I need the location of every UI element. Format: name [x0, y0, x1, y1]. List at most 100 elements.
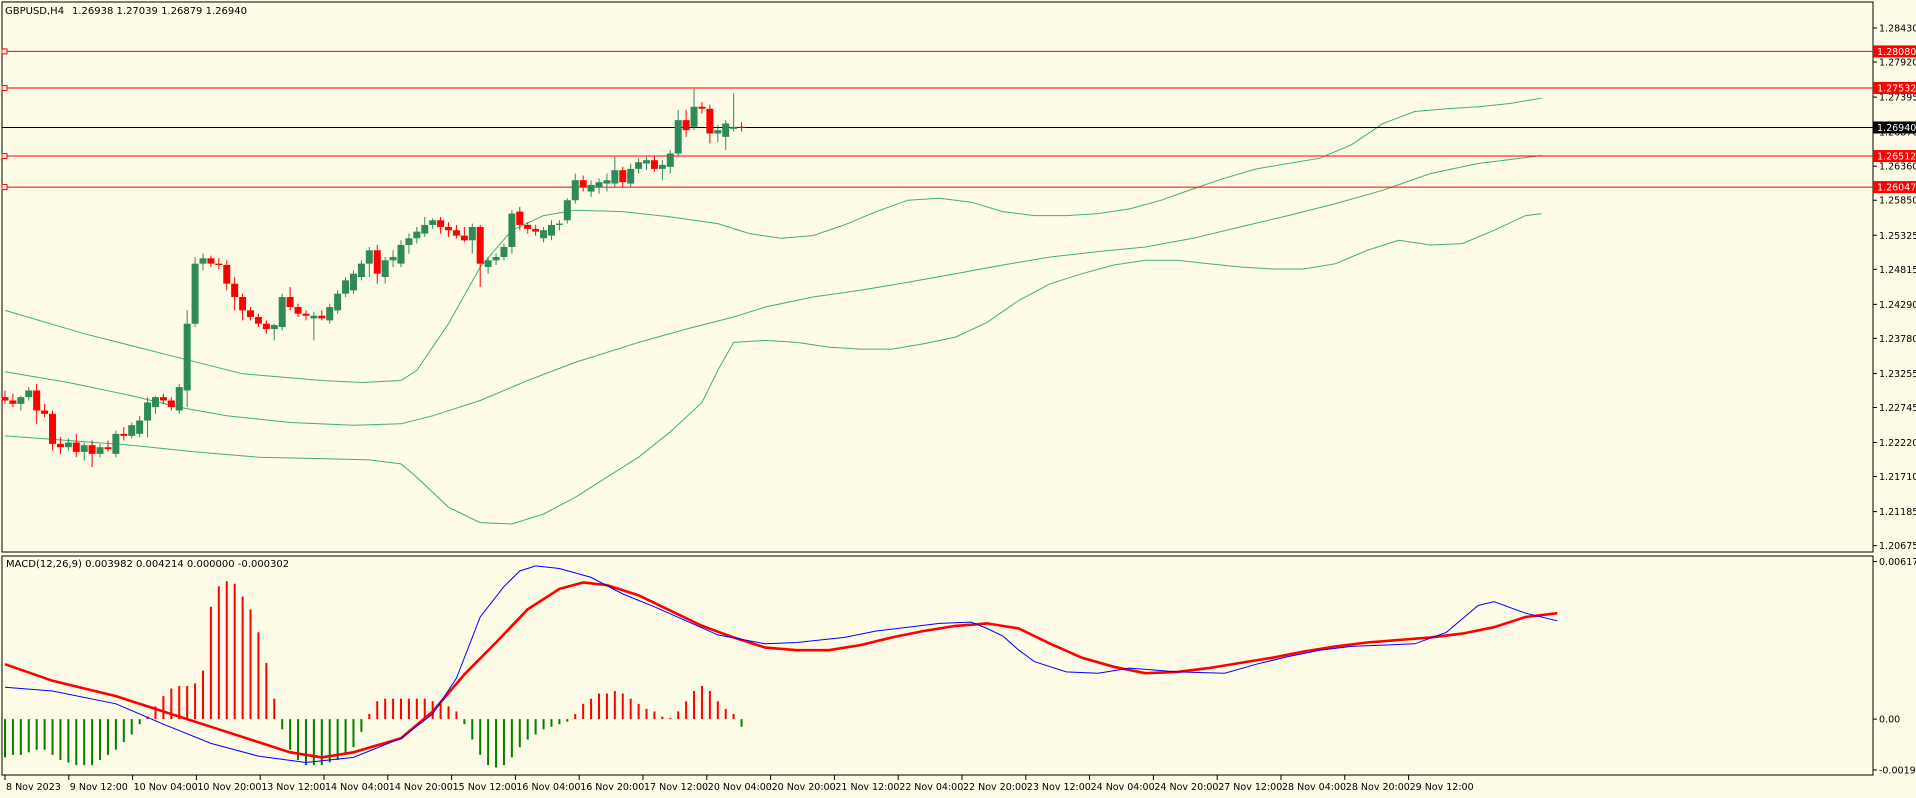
price-tick-label: 1.20675 — [1879, 541, 1916, 552]
macd-tick-label: 0.006171 — [1879, 557, 1916, 568]
symbol-label: GBPUSD,H4 — [5, 6, 64, 17]
bull-candle — [587, 184, 595, 192]
time-tick-label: 22 Nov 20:00 — [963, 782, 1027, 793]
price-level-tag — [1873, 181, 1916, 194]
bull-candle — [730, 126, 738, 129]
time-tick-label: 8 Nov 2023 — [6, 782, 61, 793]
price-level-handle — [1, 84, 8, 91]
ohlc-readout: 1.26938 1.27039 1.26879 1.26940 — [72, 6, 247, 17]
bull-candle — [405, 238, 413, 245]
bear-candle — [72, 442, 80, 452]
bear-candle — [698, 106, 706, 109]
candlesticks — [1, 88, 746, 468]
time-tick-label: 14 Nov 04:00 — [325, 782, 389, 793]
bull-candle — [508, 213, 516, 247]
price-tick-label: 1.22745 — [1879, 403, 1916, 414]
bear-candle — [302, 313, 310, 316]
bollinger-bands — [4, 97, 1542, 525]
price-level-tag — [1873, 150, 1916, 163]
horizontal-levels[interactable]: 1.28080 1.27532 1.26512 1.26047 1.26940 — [1, 45, 1916, 194]
time-tick-label: 23 Nov 12:00 — [1027, 782, 1091, 793]
price-level-tag — [1873, 45, 1916, 58]
macd-pane[interactable] — [1, 555, 1874, 776]
bull-candle — [349, 273, 357, 291]
bull-candle — [136, 420, 144, 434]
time-tick-label: 10 Nov 20:00 — [197, 782, 261, 793]
time-tick-label: 24 Nov 04:00 — [1091, 782, 1155, 793]
bull-candle — [603, 180, 611, 184]
bear-candle — [231, 283, 239, 298]
macd-axis: 0.006171 0.00 -0.00199 — [1873, 557, 1916, 776]
bear-candle — [1, 397, 9, 401]
bull-candle — [17, 397, 25, 404]
bull-candle — [635, 162, 643, 169]
price-tick-label: 1.25850 — [1879, 196, 1916, 207]
bear-candle — [452, 230, 460, 236]
bull-candle — [627, 168, 635, 184]
bear-candle — [706, 108, 714, 134]
bull-candle — [492, 256, 500, 261]
time-tick-label: 17 Nov 12:00 — [644, 782, 708, 793]
bull-candle — [540, 230, 548, 239]
bear-candle — [476, 226, 484, 264]
time-tick-label: 16 Nov 04:00 — [516, 782, 580, 793]
bear-candle — [437, 220, 445, 227]
bull-candle — [199, 258, 207, 264]
price-level-tag — [1873, 81, 1916, 94]
time-tick-label: 28 Nov 20:00 — [1346, 782, 1410, 793]
price-pane[interactable] — [1, 1, 1874, 553]
bull-candle — [563, 200, 571, 221]
price-level-handle — [1, 48, 8, 55]
bull-candle — [112, 433, 120, 454]
bear-candle — [262, 323, 270, 330]
bear-candle — [239, 297, 247, 311]
price-tick-label: 1.21710 — [1879, 472, 1916, 483]
time-tick-label: 29 Nov 12:00 — [1410, 782, 1474, 793]
bear-candle — [682, 120, 690, 131]
bull-candle — [674, 120, 682, 154]
bull-candle — [64, 442, 72, 448]
time-tick-label: 16 Nov 20:00 — [580, 782, 644, 793]
bull-candle — [468, 226, 476, 241]
bull-candle — [175, 387, 183, 411]
bear-candle — [650, 160, 658, 169]
bear-candle — [215, 263, 223, 265]
bear-candle — [120, 433, 128, 436]
bull-candle — [278, 297, 286, 328]
price-tick-label: 1.27395 — [1879, 93, 1916, 104]
current-price-tag-label: 1.26940 — [1877, 123, 1916, 134]
bull-candle — [500, 246, 508, 257]
time-tick-label: 28 Nov 04:00 — [1282, 782, 1346, 793]
bull-candle — [429, 220, 437, 225]
current-price-tag — [1873, 121, 1916, 134]
bull-candle — [666, 153, 674, 167]
price-tick-label: 1.23255 — [1879, 369, 1916, 380]
bull-candle — [484, 260, 492, 267]
time-tick-label: 20 Nov 04:00 — [708, 782, 772, 793]
bull-candle — [342, 280, 350, 294]
bull-candle — [270, 325, 278, 330]
time-tick-label: 21 Nov 12:00 — [835, 782, 899, 793]
time-tick-label: 20 Nov 20:00 — [772, 782, 836, 793]
price-level-handle — [1, 153, 8, 160]
bear-candle — [207, 258, 215, 264]
bull-candle — [365, 250, 373, 264]
price-tick-label: 1.26360 — [1879, 162, 1916, 173]
price-tick-label: 1.22220 — [1879, 438, 1916, 449]
price-tick-label: 1.28430 — [1879, 24, 1916, 35]
bear-candle — [49, 413, 57, 444]
bollinger-middle-line — [4, 155, 1542, 426]
bull-candle — [191, 263, 199, 324]
bear-candle — [286, 297, 294, 308]
macd-main-line — [4, 565, 1558, 764]
bear-candle — [532, 228, 540, 232]
macd-indicator-label: MACD(12,26,9) 0.003982 0.004214 0.000000… — [6, 559, 289, 570]
bull-candle — [690, 106, 698, 127]
price-level-tag-label: 1.26512 — [1877, 152, 1916, 163]
macd-histogram — [4, 581, 743, 768]
bull-candle — [183, 323, 191, 391]
bear-candle — [738, 126, 746, 128]
bull-candle — [144, 402, 152, 421]
